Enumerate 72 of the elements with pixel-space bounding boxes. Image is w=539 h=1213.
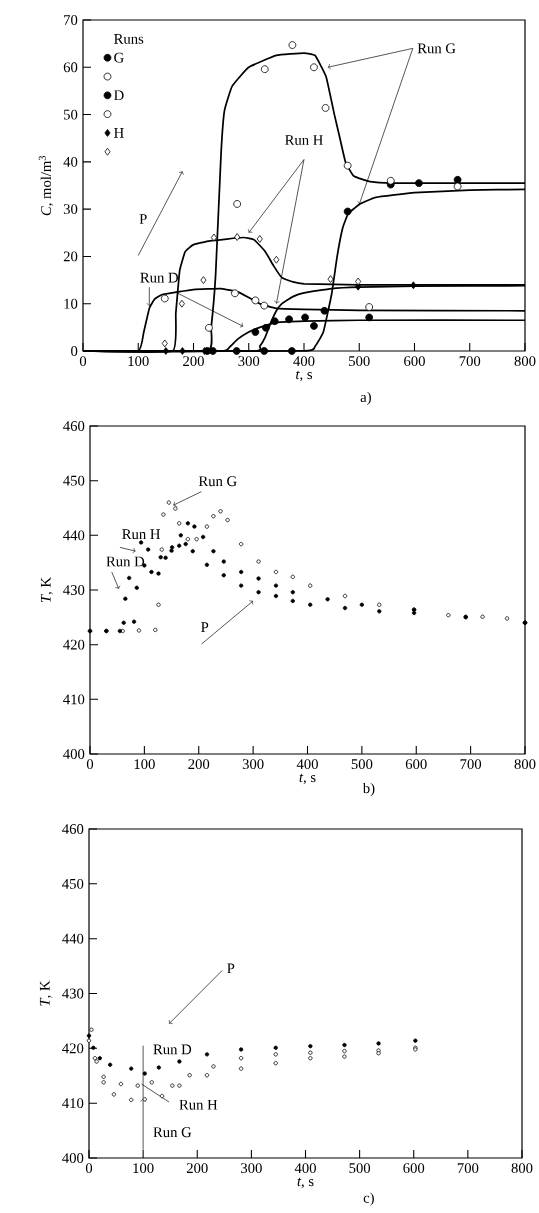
legend-title: Runs: [114, 34, 144, 44]
series-label: Run D: [153, 1044, 192, 1055]
x-axis-title: t, s: [297, 1177, 314, 1189]
y-tick-label: 40: [63, 156, 78, 167]
x-tick-label: 400: [296, 759, 318, 770]
y-tick-label: 450: [62, 878, 84, 889]
x-tick-label: 300: [238, 356, 260, 367]
x-tick-label: 0: [85, 1163, 93, 1174]
annotation: P: [139, 214, 147, 224]
x-axis-title: t, s: [296, 370, 313, 382]
text: b): [362, 782, 375, 797]
x-tick-label: 800: [514, 759, 536, 770]
y-tick-label: 70: [64, 15, 78, 25]
annotation: Run H: [285, 135, 323, 145]
x-tick-label: 800: [511, 1163, 533, 1174]
x-tick-label: 400: [294, 1163, 316, 1174]
y-axis-title: T, K: [40, 577, 53, 603]
x-tick-label: 700: [457, 1163, 479, 1174]
y-tick-label: 400: [62, 1153, 84, 1163]
x-tick-label: 400: [293, 356, 315, 367]
legend-label: G: [114, 52, 124, 63]
y-tick-label: 410: [63, 694, 85, 705]
y-tick-label: 400: [63, 749, 85, 759]
x-tick-label: 700: [459, 356, 481, 367]
y-tick-label: 460: [62, 824, 84, 834]
x-axis-title: t, s: [299, 773, 316, 785]
x-tick-label: 100: [128, 356, 149, 367]
x-tick-label: 700: [460, 759, 482, 770]
x-tick-label: 500: [351, 759, 373, 770]
y-tick-label: 60: [63, 62, 78, 73]
y-tick-label: 10: [64, 298, 78, 309]
x-tick-label: 500: [349, 356, 370, 367]
y-tick-label: 50: [64, 109, 78, 120]
legend-label: Run H: [122, 529, 161, 540]
x-tick-label: 100: [134, 759, 155, 770]
x-tick-label: 600: [403, 1163, 425, 1174]
y-tick-label: 430: [63, 585, 85, 595]
y-axis-title: C, mol/m$^{3}$: [38, 155, 54, 216]
x-tick-label: 0: [86, 759, 94, 770]
x-tick-label: 200: [183, 356, 204, 367]
text: c): [363, 1192, 374, 1206]
x-tick-label: 800: [514, 356, 536, 367]
y-tick-label: 20: [63, 251, 78, 262]
y-tick-label: 450: [63, 475, 85, 486]
x-tick-label: 300: [241, 1163, 262, 1174]
x-tick-label: 200: [186, 1163, 208, 1174]
x-tick-label: 600: [404, 356, 425, 367]
x-tick-label: 100: [133, 1163, 154, 1174]
series-label: Run G: [198, 476, 237, 487]
legend-label: Run H: [179, 1099, 218, 1110]
y-tick-label: 0: [71, 346, 78, 356]
annotation: Run G: [417, 43, 456, 54]
legend-label: D: [114, 90, 124, 101]
y-tick-label: 440: [62, 933, 84, 944]
y-axis-title: T, K: [39, 980, 52, 1006]
x-tick-label: 200: [188, 759, 210, 770]
y-tick-label: 460: [63, 421, 85, 431]
y-tick-label: 440: [63, 530, 85, 541]
y-tick-label: 420: [62, 1043, 84, 1054]
legend-label: H: [114, 128, 124, 138]
x-tick-label: 600: [405, 759, 427, 770]
y-tick-label: 30: [63, 204, 78, 215]
y-tick-label: 420: [63, 639, 85, 650]
x-tick-label: 300: [242, 759, 264, 770]
text: a): [360, 391, 371, 405]
x-tick-label: 500: [349, 1163, 371, 1174]
y-tick-label: 410: [62, 1098, 84, 1109]
series-label: Run D: [106, 556, 145, 567]
annotation: P: [227, 963, 235, 974]
annotation: Run D: [140, 272, 178, 283]
y-tick-label: 430: [62, 988, 84, 999]
series-label: Run G: [153, 1127, 192, 1138]
